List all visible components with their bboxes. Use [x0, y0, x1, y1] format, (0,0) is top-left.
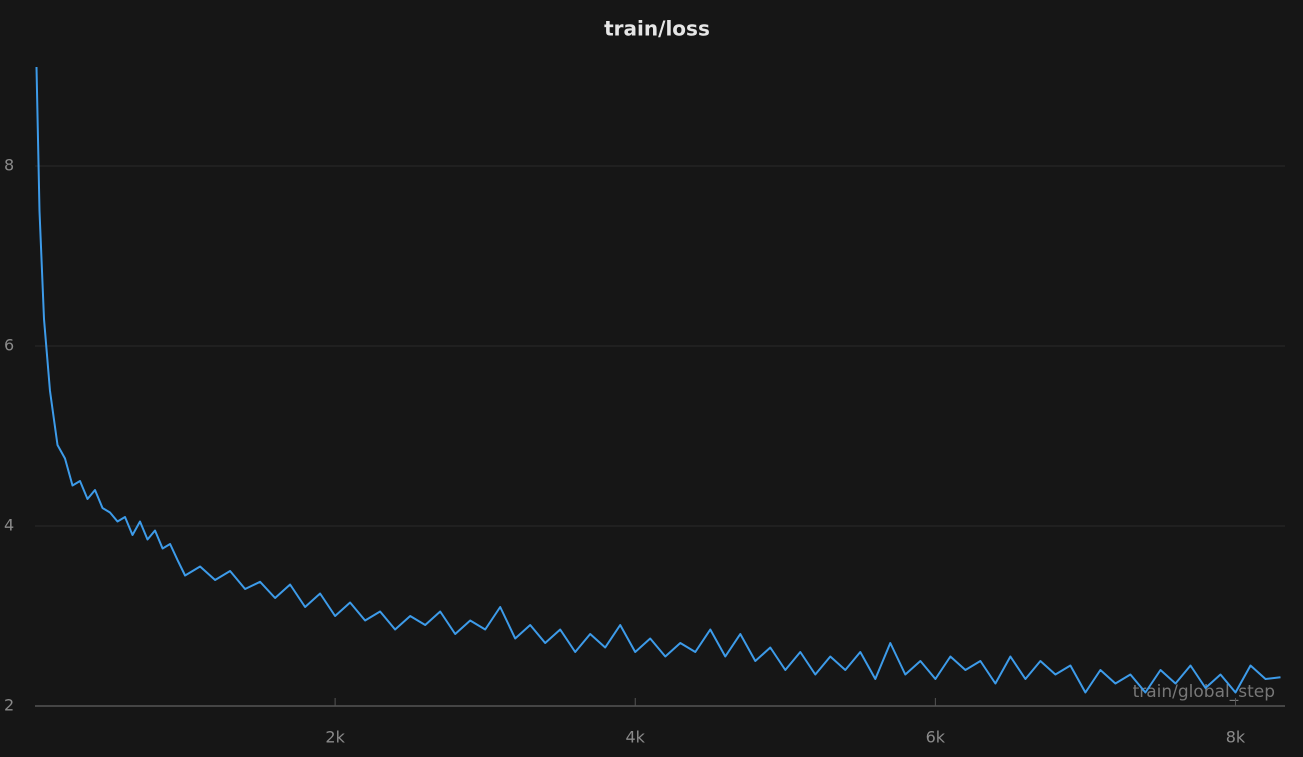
x-tick-label: 6k [926, 728, 946, 747]
y-tick-label: 2 [4, 696, 14, 715]
chart-title: train/loss [604, 17, 710, 41]
x-tick-label: 8k [1226, 728, 1246, 747]
loss-line [35, 66, 1281, 694]
x-tick-label: 4k [626, 728, 646, 747]
y-tick-label: 8 [4, 156, 14, 175]
y-tick-label: 4 [4, 516, 14, 535]
y-tick-label: 6 [4, 336, 14, 355]
x-tick-label: 2k [325, 728, 345, 747]
